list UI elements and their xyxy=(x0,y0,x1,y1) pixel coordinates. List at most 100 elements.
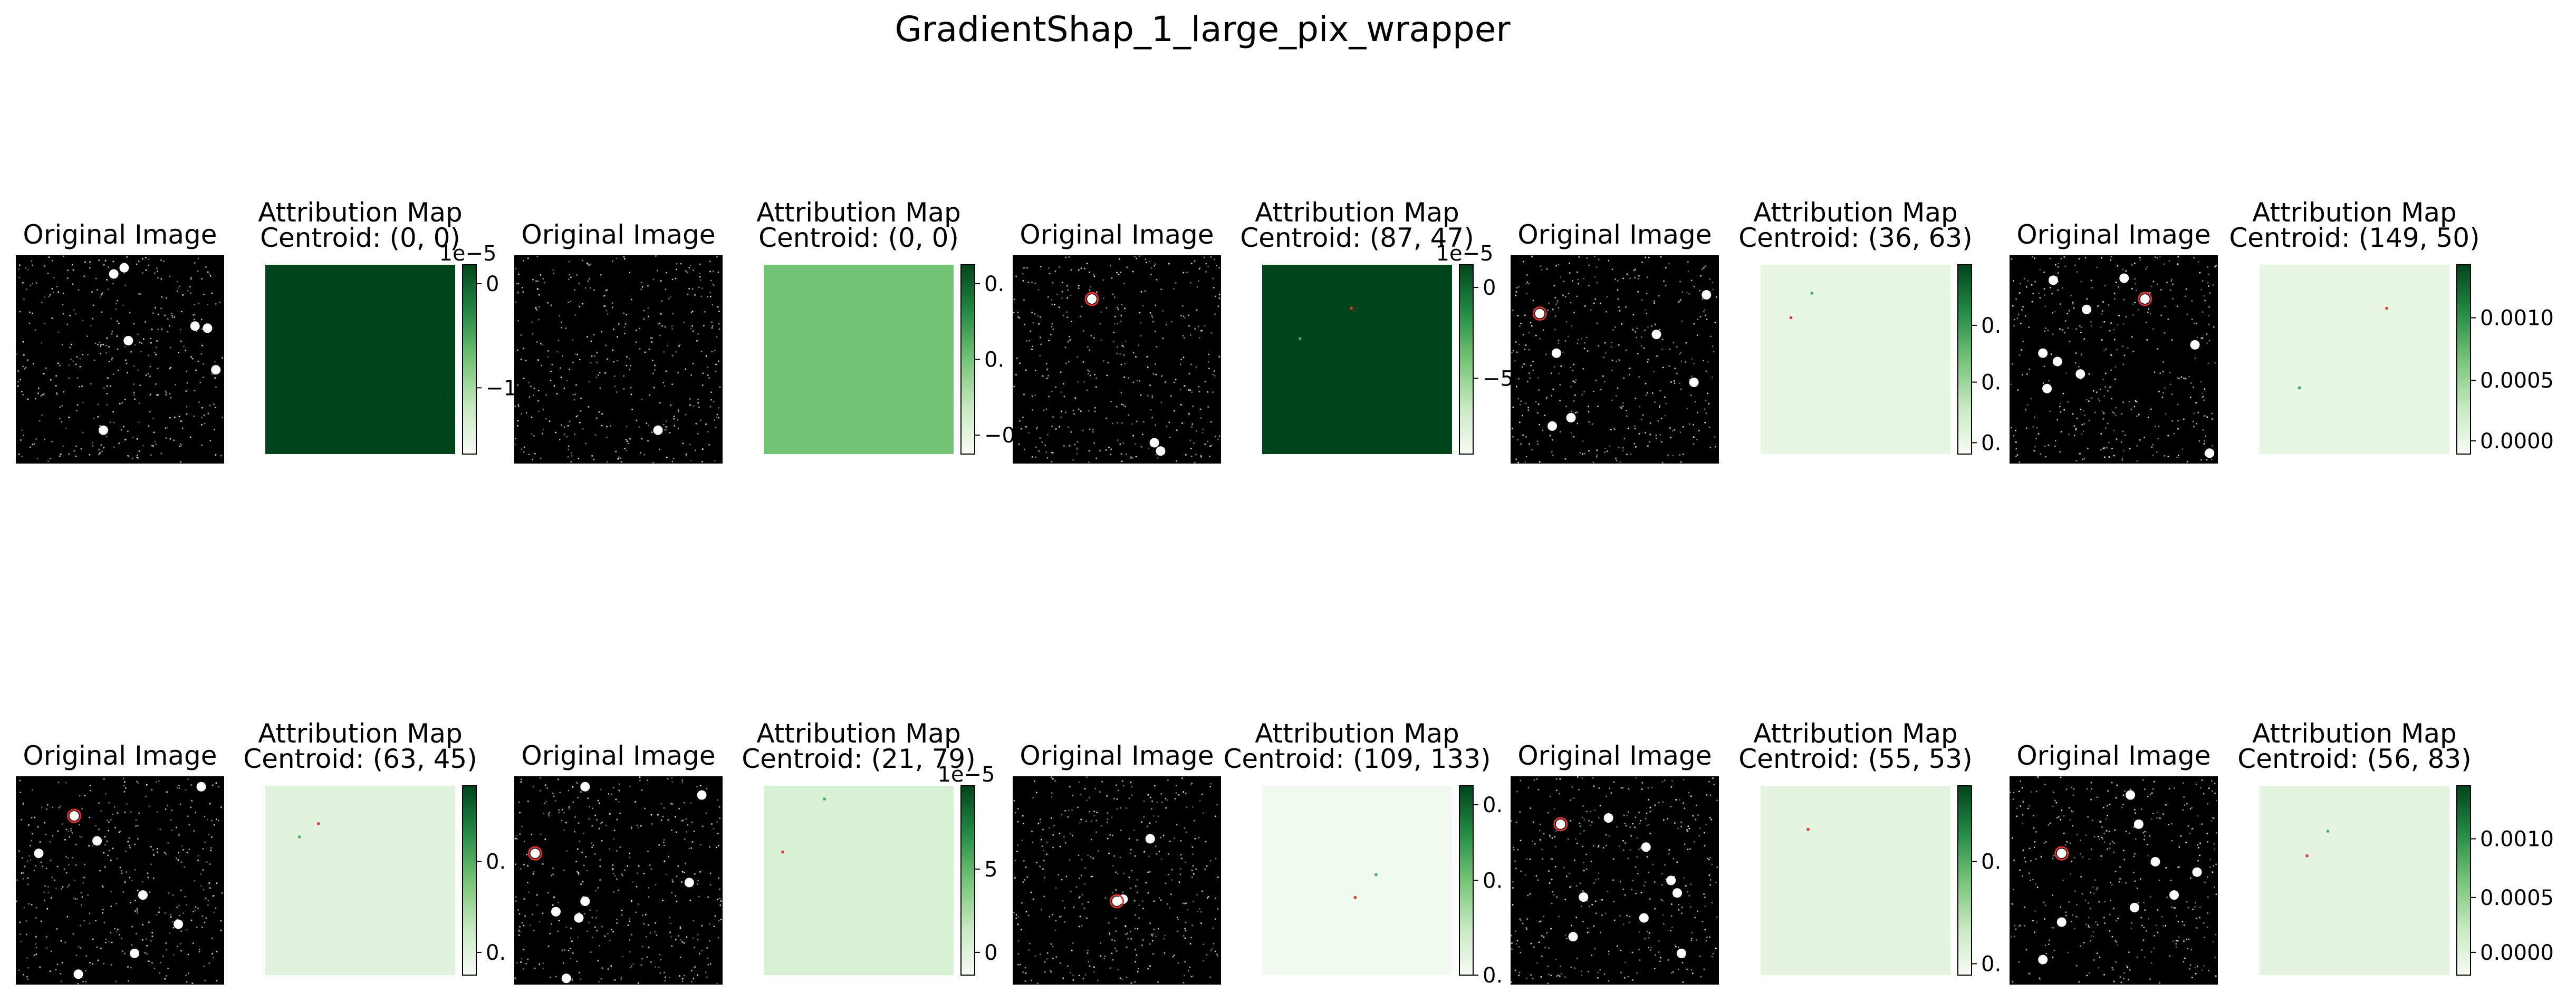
noise-speck xyxy=(57,830,59,832)
noise-speck xyxy=(116,902,118,904)
noise-speck xyxy=(1111,277,1113,279)
attribution-heatmap xyxy=(1761,265,1950,454)
noise-speck xyxy=(68,377,70,379)
noise-speck xyxy=(596,930,598,932)
noise-speck xyxy=(515,900,517,902)
noise-speck xyxy=(2102,301,2104,303)
noise-speck xyxy=(711,351,713,353)
noise-speck xyxy=(685,455,687,457)
noise-speck xyxy=(587,263,589,265)
noise-speck xyxy=(144,952,146,954)
noise-speck xyxy=(1095,377,1097,379)
noise-speck xyxy=(613,830,616,831)
noise-speck xyxy=(1117,323,1119,324)
noise-speck xyxy=(650,868,652,870)
noise-speck xyxy=(1151,935,1154,937)
noise-speck xyxy=(2112,969,2114,970)
bright-star xyxy=(1145,834,1155,844)
noise-speck xyxy=(1188,373,1190,374)
noise-speck xyxy=(1564,934,1566,936)
panel-1-4: Original Image xyxy=(1013,740,1221,985)
noise-speck xyxy=(1582,805,1584,807)
noise-speck xyxy=(81,836,83,838)
noise-speck xyxy=(1165,807,1167,809)
noise-speck xyxy=(2090,280,2092,281)
noise-speck xyxy=(2052,894,2053,896)
noise-speck xyxy=(641,286,643,288)
noise-speck xyxy=(1206,865,1208,867)
noise-speck xyxy=(2060,402,2061,404)
noise-speck xyxy=(2133,872,2135,873)
noise-speck xyxy=(207,900,209,901)
noise-speck xyxy=(1078,854,1080,856)
noise-speck xyxy=(1661,873,1663,874)
noise-speck xyxy=(709,406,712,408)
noise-speck xyxy=(37,458,39,459)
original-image-background xyxy=(1511,255,1719,464)
noise-speck xyxy=(699,273,701,274)
noise-speck xyxy=(1617,289,1619,291)
noise-speck xyxy=(2072,303,2074,304)
noise-speck xyxy=(1168,853,1169,855)
noise-speck xyxy=(2113,292,2116,294)
noise-speck xyxy=(568,445,570,447)
noise-speck xyxy=(1660,899,1662,901)
noise-speck xyxy=(2129,969,2131,971)
noise-speck xyxy=(2059,406,2061,408)
noise-speck xyxy=(2156,811,2158,813)
noise-speck xyxy=(1616,460,1618,461)
noise-speck xyxy=(1543,833,1545,835)
noise-speck xyxy=(1200,922,1202,924)
noise-speck xyxy=(1078,897,1080,899)
noise-speck xyxy=(2213,865,2214,867)
noise-speck xyxy=(190,278,192,280)
noise-speck xyxy=(2116,349,2118,351)
noise-speck xyxy=(1661,781,1664,783)
noise-speck xyxy=(1583,348,1585,350)
noise-speck xyxy=(1705,940,1707,942)
noise-speck xyxy=(19,779,21,782)
noise-speck xyxy=(75,864,77,866)
colorbar xyxy=(2456,264,2471,455)
noise-speck xyxy=(1679,454,1680,456)
noise-speck xyxy=(1536,778,1537,780)
noise-speck xyxy=(165,390,167,392)
noise-speck xyxy=(655,884,657,886)
noise-speck xyxy=(1109,933,1111,936)
noise-speck xyxy=(2102,838,2104,840)
noise-speck xyxy=(1564,976,1566,978)
noise-speck xyxy=(70,828,72,830)
noise-speck xyxy=(2118,881,2120,883)
noise-speck xyxy=(2039,297,2041,298)
noise-speck xyxy=(1075,886,1078,888)
noise-speck xyxy=(613,838,614,840)
noise-speck xyxy=(181,311,182,313)
noise-speck xyxy=(1072,974,1074,976)
noise-speck xyxy=(59,406,61,408)
noise-speck xyxy=(1049,827,1050,828)
noise-speck xyxy=(2144,839,2145,841)
noise-speck xyxy=(2107,790,2109,792)
noise-speck xyxy=(51,876,53,879)
noise-speck xyxy=(1087,369,1089,371)
noise-speck xyxy=(23,907,25,909)
noise-speck xyxy=(2123,850,2125,852)
noise-speck xyxy=(587,281,589,282)
noise-speck xyxy=(1672,455,1674,456)
noise-speck xyxy=(1539,423,1540,426)
noise-speck xyxy=(640,288,642,291)
noise-speck xyxy=(1554,836,1555,837)
star-noise xyxy=(514,776,722,985)
noise-speck xyxy=(156,811,158,813)
noise-speck xyxy=(595,917,597,919)
noise-speck xyxy=(1103,297,1104,299)
noise-speck xyxy=(1595,879,1597,881)
noise-speck xyxy=(657,269,658,272)
noise-speck xyxy=(100,294,102,296)
noise-speck xyxy=(1552,891,1554,893)
noise-speck xyxy=(2122,804,2124,805)
noise-speck xyxy=(20,940,22,942)
noise-speck xyxy=(2104,456,2106,458)
noise-speck xyxy=(520,334,522,336)
noise-speck xyxy=(1152,933,1154,935)
